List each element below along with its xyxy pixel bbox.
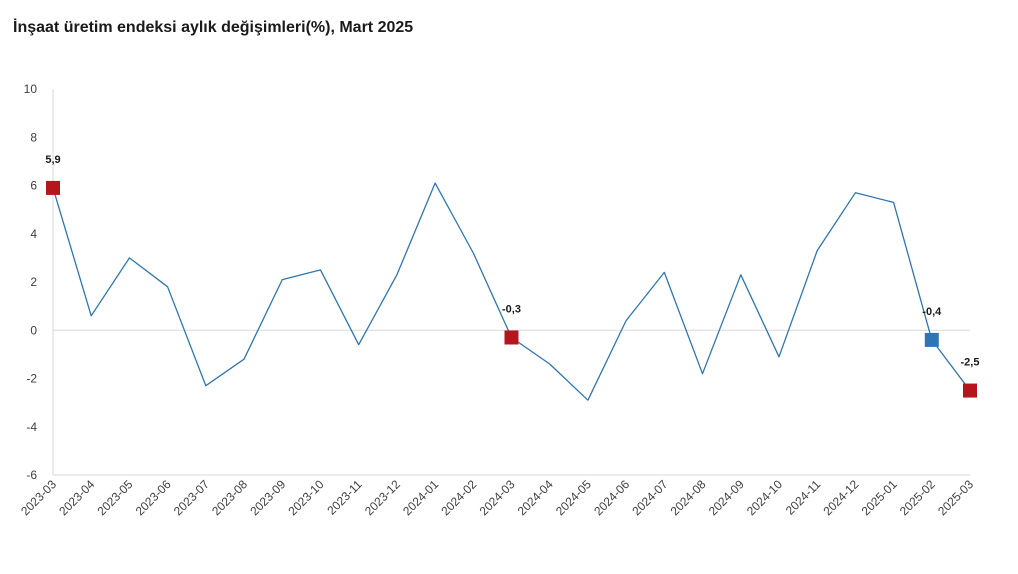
- y-tick-label: 2: [30, 275, 37, 289]
- data-label: -0,4: [922, 306, 942, 318]
- y-tick-labels: 10 8 6 4 2 0 -2 -4 -6: [24, 82, 38, 482]
- x-tick-label: 2023-08: [209, 477, 250, 518]
- x-tick-label: 2023-11: [324, 477, 365, 518]
- data-label: -0,3: [502, 303, 521, 315]
- series-line: [52, 182, 971, 401]
- y-tick-label: -4: [26, 420, 37, 434]
- y-tick-label: 0: [30, 323, 37, 337]
- data-point-marker: [504, 330, 519, 345]
- y-tick-label: -6: [26, 468, 37, 482]
- x-tick-label: 2025-01: [859, 477, 900, 518]
- x-tick-label: 2024-11: [783, 477, 824, 518]
- x-tick-label: 2024-08: [668, 477, 709, 518]
- x-tick-label: 2023-12: [362, 477, 403, 518]
- x-tick-label: 2024-03: [477, 477, 518, 518]
- x-tick-label: 2024-04: [515, 477, 556, 518]
- data-label: 5,9: [45, 154, 60, 166]
- highlight-markers: [46, 180, 977, 398]
- x-tick-label: 2023-10: [286, 477, 327, 518]
- x-tick-label: 2023-03: [18, 477, 59, 518]
- x-tick-label: 2024-05: [553, 477, 594, 518]
- x-tick-labels: 2023-032023-042023-052023-062023-072023-…: [18, 477, 976, 518]
- data-point-marker: [963, 383, 977, 398]
- axes: [52, 89, 970, 476]
- x-tick-label: 2025-02: [897, 477, 938, 518]
- x-tick-label: 2024-09: [706, 477, 747, 518]
- data-labels: 5,9 -0,3 -0,4 -2,5: [45, 154, 979, 369]
- x-tick-label: 2024-02: [438, 477, 479, 518]
- y-tick-label: -2: [26, 372, 37, 386]
- x-tick-label: 2023-07: [171, 477, 212, 518]
- series: [52, 182, 971, 401]
- x-tick-label: 2025-03: [935, 477, 976, 518]
- x-tick-label: 2024-10: [744, 477, 785, 518]
- x-tick-label: 2024-01: [400, 477, 441, 518]
- x-tick-label: 2023-09: [247, 477, 288, 518]
- y-tick-label: 6: [30, 179, 37, 193]
- y-tick-label: 8: [30, 130, 37, 144]
- x-tick-label: 2024-06: [591, 477, 632, 518]
- data-point-marker: [46, 180, 60, 195]
- x-tick-label: 2023-05: [94, 477, 135, 518]
- data-point-marker: [924, 332, 939, 347]
- x-tick-label: 2023-06: [133, 477, 174, 518]
- x-tick-label: 2023-04: [56, 477, 97, 518]
- chart-title: İnşaat üretim endeksi aylık değişimleri(…: [13, 19, 414, 36]
- y-tick-label: 10: [24, 82, 38, 96]
- data-label: -2,5: [961, 357, 980, 369]
- x-tick-label: 2024-12: [820, 477, 861, 518]
- x-tick-label: 2024-07: [629, 477, 670, 518]
- y-tick-label: 4: [30, 227, 37, 241]
